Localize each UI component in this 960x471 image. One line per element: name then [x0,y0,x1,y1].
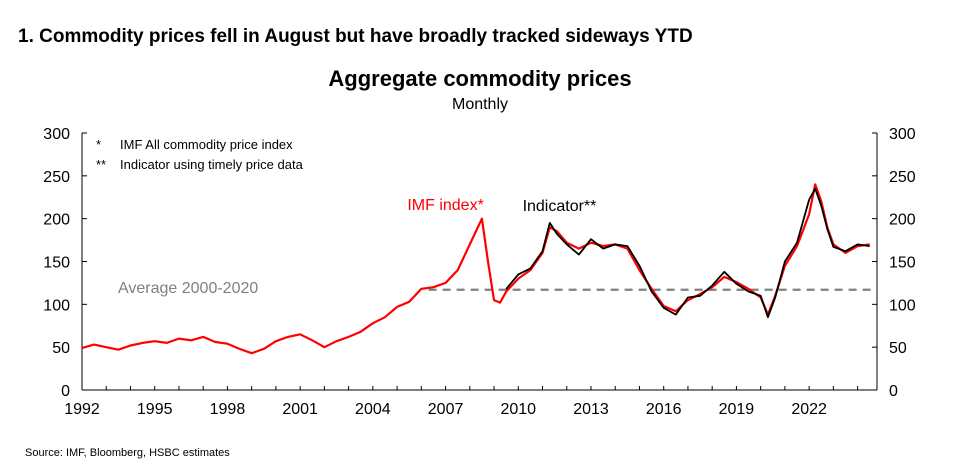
legend-label: Indicator using timely price data [120,157,304,172]
x-tick-label: 1995 [137,401,173,418]
y-tick-label-right: 150 [889,255,916,272]
y-tick-label-right: 0 [889,383,898,400]
y-tick-label-left: 300 [43,126,70,143]
x-tick-label: 2022 [791,401,827,418]
y-tick-label-right: 250 [889,169,916,186]
y-tick-label-right: 50 [889,340,907,357]
y-tick-label-left: 200 [43,212,70,229]
indicator-annotation: Indicator** [523,198,597,215]
y-tick-label-left: 50 [52,340,70,357]
y-tick-label-left: 250 [43,169,70,186]
x-tick-label: 2007 [428,401,464,418]
y-tick-label-right: 100 [889,297,916,314]
average-reference-label: Average 2000-2020 [118,280,258,297]
x-tick-label: 2013 [573,401,609,418]
figure-heading: 1. Commodity prices fell in August but h… [18,26,693,47]
y-tick-label-left: 150 [43,255,70,272]
chart-title: Aggregate commodity prices [328,66,632,91]
x-tick-label: 2004 [355,401,391,418]
legend-marker: ** [96,157,106,172]
x-tick-label: 2010 [500,401,536,418]
legend-marker: * [96,137,101,152]
x-tick-label: 2001 [282,401,318,418]
indicator-line [505,187,870,319]
x-tick-label: 1992 [64,401,100,418]
imf-index-annotation: IMF index* [407,197,483,214]
x-tick-label: 2016 [646,401,682,418]
x-tick-label: 2019 [719,401,755,418]
y-tick-label-right: 200 [889,212,916,229]
legend-label: IMF All commodity price index [120,137,293,152]
y-tick-label-right: 300 [889,126,916,143]
y-tick-label-left: 100 [43,297,70,314]
chart-subtitle: Monthly [451,96,509,113]
y-tick-label-left: 0 [61,383,70,400]
x-tick-label: 1998 [210,401,246,418]
source-note: Source: IMF, Bloomberg, HSBC estimates [25,447,230,459]
